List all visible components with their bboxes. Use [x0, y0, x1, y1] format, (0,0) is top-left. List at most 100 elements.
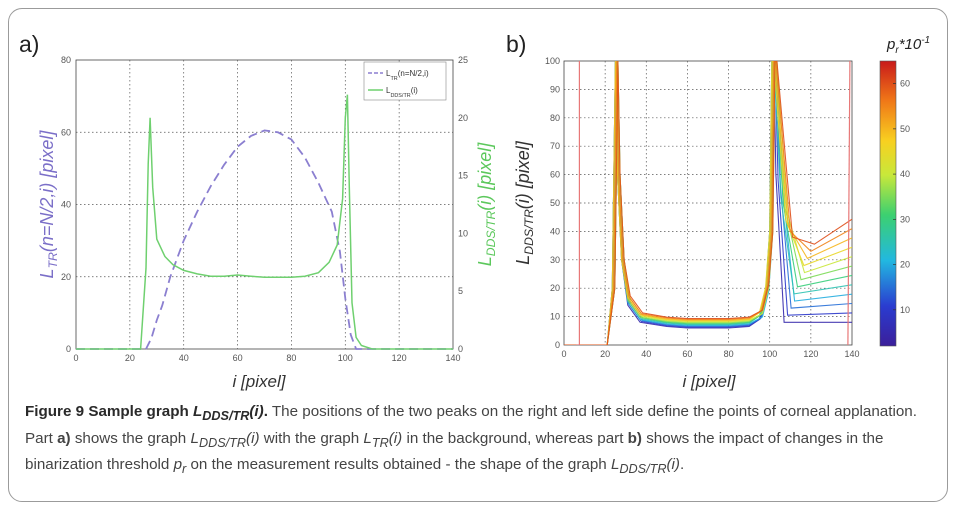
caption-title-end: .: [263, 403, 268, 420]
tick-b-y-80: 80: [550, 113, 560, 123]
ylabel-b: LDDS/TR(i) [pixel]: [513, 140, 536, 265]
ylabel-a-right-part-0: L: [475, 256, 495, 266]
legend-a-text-ltr-part-2: (n=N/2,i): [398, 69, 429, 78]
caption-s6-arg: (i): [666, 456, 681, 474]
tick-b-x-40: 40: [641, 349, 651, 359]
colorbar-label-times: *10: [899, 36, 922, 53]
tick-a-x-80: 80: [286, 353, 296, 363]
caption-s3-sub: TR: [372, 436, 389, 450]
caption-s5: shows the impact of changes in the binar…: [25, 429, 884, 474]
legend-a-text-ltr-part-0: L: [386, 69, 391, 78]
caption-s4: in the background, whereas part: [402, 429, 628, 447]
ylabel-a-left-part-2: (n=N/2,i) [pixel]: [37, 130, 57, 253]
caption-s3: with the graph: [259, 429, 364, 447]
legend-a-text-ldds-part-0: L: [386, 86, 391, 95]
tick-a-yleft-20: 20: [61, 272, 71, 282]
tick-a-x-40: 40: [179, 353, 189, 363]
caption-title-pre: Sample graph: [88, 403, 193, 420]
ylabel-b-part-1: DDS/TR: [522, 209, 536, 255]
caption-s2: shows the graph: [70, 429, 191, 447]
tick-b-y-20: 20: [550, 283, 560, 293]
chart-b: 0 20 40 60 80 100 120 140 0 10 20 30 40 50 60 70 80 90 100…: [513, 56, 860, 391]
legend-a-text-ldds: LDDS/TR(i): [386, 86, 418, 99]
colorbar-tick-60: 60: [900, 79, 910, 89]
ylabel-b-part-0: L: [513, 255, 533, 265]
colorbar-tick-20: 20: [900, 260, 910, 270]
colorbar-label-sub: r: [895, 45, 899, 56]
tick-b-y-10: 10: [550, 312, 560, 322]
caption-s3-L: L: [363, 429, 372, 447]
figure-caption: Figure 9 Sample graph LDDS/TR(i). The po…: [25, 401, 937, 481]
xlabel-a-part-0: i [pixel]: [233, 372, 287, 391]
caption-s6-end: .: [680, 456, 685, 474]
tick-b-y-0: 0: [555, 340, 560, 350]
caption-s6: on the measurement results obtained - th…: [186, 456, 611, 474]
chart-a: 0 20 40 60 80 100 120 1400204060800510152025LTR…: [37, 55, 498, 391]
ylabel-a-right-part-2: (i) [pixel]: [475, 142, 495, 211]
colorbar-label-p: p: [886, 36, 895, 53]
ylabel-b-part-2: (i) [pixel]: [513, 140, 533, 209]
legend-a-text-ltr-part-1: TR: [390, 76, 397, 82]
tick-a-x-100: 100: [338, 353, 353, 363]
colorbar-label: pr*10-1: [886, 35, 930, 56]
caption-title-sub: DDS/TR: [202, 409, 249, 423]
colorbar: pr*10-1 10 20 30 40 50 60: [879, 35, 930, 347]
tick-b-x-140: 140: [844, 349, 859, 359]
tick-b-x-20: 20: [600, 349, 610, 359]
tick-a-x-140: 140: [445, 353, 460, 363]
tick-b-x-60: 60: [682, 349, 692, 359]
tick-a-yleft-40: 40: [61, 200, 71, 210]
tick-a-yleft-80: 80: [61, 55, 71, 65]
caption-s6-sub: DDS/TR: [619, 462, 666, 476]
figure-svg: a) 0 20 40 60 80 100 120 1400204060800510152025…: [19, 31, 930, 391]
ylabel-a-left-part-0: L: [37, 268, 57, 278]
caption-a: a): [57, 429, 71, 447]
tick-b-x-100: 100: [762, 349, 777, 359]
caption-s5-p: p: [173, 456, 183, 474]
tick-a-yleft-0: 0: [66, 344, 71, 354]
caption-s2-arg: (i): [246, 429, 260, 447]
caption-s1: The positions of the two peaks on the ri…: [25, 403, 917, 447]
caption-s5-sub-text: r: [182, 462, 187, 477]
xlabel-a: i [pixel]: [233, 372, 287, 391]
legend-a-text-ldds-part-2: (i): [411, 86, 418, 95]
tick-b-y-50: 50: [550, 198, 560, 208]
tick-b-y-90: 90: [550, 84, 560, 94]
caption-s2-sub: DDS/TR: [199, 436, 246, 450]
tick-a-yright-10: 10: [458, 228, 468, 238]
tick-a-x-120: 120: [392, 353, 407, 363]
tick-a-yright-15: 15: [458, 171, 468, 181]
xlabel-b-part-0: i [pixel]: [683, 372, 737, 391]
caption-s3-arg: (i): [388, 429, 403, 447]
caption-title-sub-text: DDS/TR: [202, 409, 250, 424]
caption-s6-sub-text: DDS/TR: [619, 462, 667, 477]
panel-b-tag: b): [506, 31, 526, 57]
colorbar-tick-30: 30: [900, 214, 910, 224]
series-a-ldds-line: [76, 94, 453, 350]
ylabel-a-left: LTR(n=N/2,i) [pixel]: [37, 130, 60, 279]
series-b-edge-left: [576, 61, 580, 345]
tick-b-y-30: 30: [550, 255, 560, 265]
tick-a-yright-0: 0: [458, 344, 463, 354]
series-b-curve-9: [564, 61, 852, 345]
caption-s2-sub-text: DDS/TR: [198, 435, 247, 450]
legend-a-text-ldds-part-1: DDS/TR: [390, 93, 410, 99]
series-b-group: [564, 61, 852, 345]
tick-b-y-40: 40: [550, 226, 560, 236]
tick-a-yright-5: 5: [458, 286, 463, 296]
tick-a-x-20: 20: [125, 353, 135, 363]
xlabel-b: i [pixel]: [683, 372, 737, 391]
tick-a-yright-25: 25: [458, 55, 468, 65]
panel-a-tag: a): [19, 31, 39, 57]
caption-s6-L: L: [610, 456, 620, 474]
colorbar-tick-50: 50: [900, 124, 910, 134]
tick-b-y-60: 60: [550, 170, 560, 180]
colorbar-tick-40: 40: [900, 169, 910, 179]
figure-container: a) 0 20 40 60 80 100 120 140 0 20 40 60 80 0 5 10 15 20 25…: [8, 8, 948, 502]
series-b-edge-right: [847, 61, 851, 345]
series-b-curve-10: [564, 61, 852, 345]
tick-a-x-0: 0: [73, 353, 78, 363]
tick-b-x-80: 80: [724, 349, 734, 359]
legend-a-text-ltr: LTR(n=N/2,i): [386, 69, 429, 82]
series-b-curve-11: [564, 61, 852, 345]
